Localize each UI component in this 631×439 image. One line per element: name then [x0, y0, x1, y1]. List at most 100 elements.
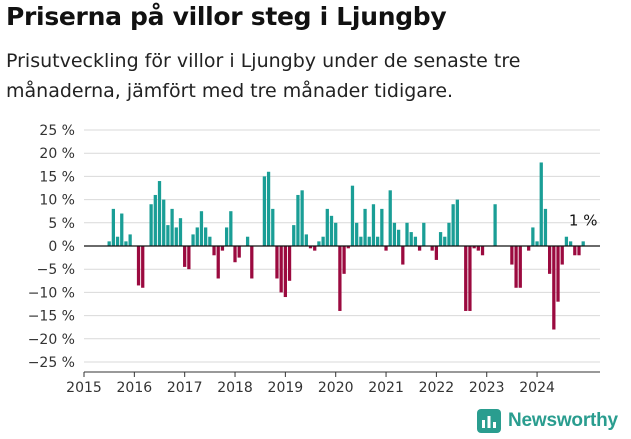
y-tick-label: 25 % [39, 123, 75, 139]
bar [271, 208, 275, 246]
bar [216, 246, 220, 279]
bar [359, 236, 363, 246]
bar [292, 225, 296, 246]
bar [334, 222, 338, 246]
bar [468, 246, 472, 311]
bar [405, 222, 409, 246]
bar [363, 208, 367, 246]
bar [392, 222, 397, 246]
y-tick-label: −20 % [28, 332, 75, 348]
chart-subtitle: Prisutveckling för villor i Ljungby unde… [6, 50, 521, 102]
bar [581, 241, 585, 246]
bar [539, 162, 543, 246]
bar [204, 227, 208, 246]
x-tick-label: 2020 [318, 380, 354, 396]
bar [342, 246, 346, 274]
bar [220, 246, 225, 251]
bar [573, 246, 577, 256]
bar [187, 246, 191, 270]
x-tick-label: 2022 [419, 380, 455, 396]
bar [287, 246, 292, 281]
bar [560, 246, 564, 265]
bar [464, 246, 468, 311]
y-tick-label: −5 % [37, 262, 75, 278]
newsworthy-logo-text: Newsworthy [508, 410, 618, 431]
bar [480, 246, 485, 256]
bar [191, 234, 195, 246]
y-tick-label: 20 % [39, 146, 75, 162]
newsworthy-logo: Newsworthy [476, 406, 618, 436]
bar [237, 246, 241, 258]
bar [396, 229, 401, 246]
bar [308, 246, 313, 249]
bar [514, 246, 518, 288]
bar [493, 204, 497, 246]
bar [212, 246, 216, 256]
bar [233, 246, 237, 263]
bar [350, 185, 355, 246]
y-tick-label: 5 % [48, 216, 75, 232]
y-tick-label: 0 % [48, 239, 75, 255]
latest-value-label: 1 % [569, 211, 598, 229]
x-tick-label: 2017 [167, 380, 203, 396]
bar [447, 222, 451, 246]
bar [157, 181, 162, 246]
bar [568, 241, 573, 246]
bar-series [107, 162, 585, 330]
bar [417, 246, 422, 251]
bar [564, 236, 569, 246]
bar [296, 194, 300, 246]
bar [401, 246, 405, 265]
chart-title: Priserna på villor steg i Ljungby [6, 2, 447, 31]
bar [229, 211, 233, 246]
x-axis: 2015 2016 2017 2018 2019 2020 2021 2022 2023 2024 [66, 371, 600, 396]
bar [279, 246, 283, 293]
bar [183, 246, 187, 267]
bar [413, 236, 418, 246]
bar [518, 246, 522, 288]
bar [535, 241, 539, 246]
bar [556, 246, 560, 302]
bar [577, 246, 581, 256]
bar [380, 208, 384, 246]
bar [510, 246, 514, 265]
bar [313, 246, 317, 251]
bar [434, 246, 439, 260]
bar [170, 208, 174, 246]
bar [208, 236, 212, 246]
bar [548, 246, 552, 274]
y-tick-label: 15 % [39, 169, 75, 185]
bar [141, 246, 145, 288]
bar [367, 236, 371, 246]
x-tick-label: 2018 [217, 380, 253, 396]
bar [250, 246, 254, 279]
bar [472, 246, 476, 249]
bar [195, 227, 199, 246]
bar [153, 194, 157, 246]
x-tick-label: 2015 [66, 380, 102, 396]
bar [552, 246, 556, 330]
y-tick-label: −15 % [28, 309, 75, 325]
bar [128, 234, 132, 246]
bar [162, 199, 166, 246]
bar [111, 208, 115, 246]
bar [371, 204, 376, 246]
bar [438, 232, 443, 246]
bar [451, 204, 455, 246]
x-tick-label: 2023 [469, 380, 505, 396]
bar [283, 246, 287, 298]
bar [245, 236, 250, 246]
bar [346, 246, 350, 249]
bar [321, 236, 325, 246]
bar [166, 225, 170, 246]
bar [384, 246, 388, 251]
bar [355, 222, 359, 246]
bar [262, 176, 267, 246]
bar [531, 227, 535, 246]
bar [304, 234, 308, 246]
x-tick-label: 2024 [519, 380, 555, 396]
bar [136, 246, 141, 286]
bar [115, 236, 120, 246]
bar [325, 208, 329, 246]
